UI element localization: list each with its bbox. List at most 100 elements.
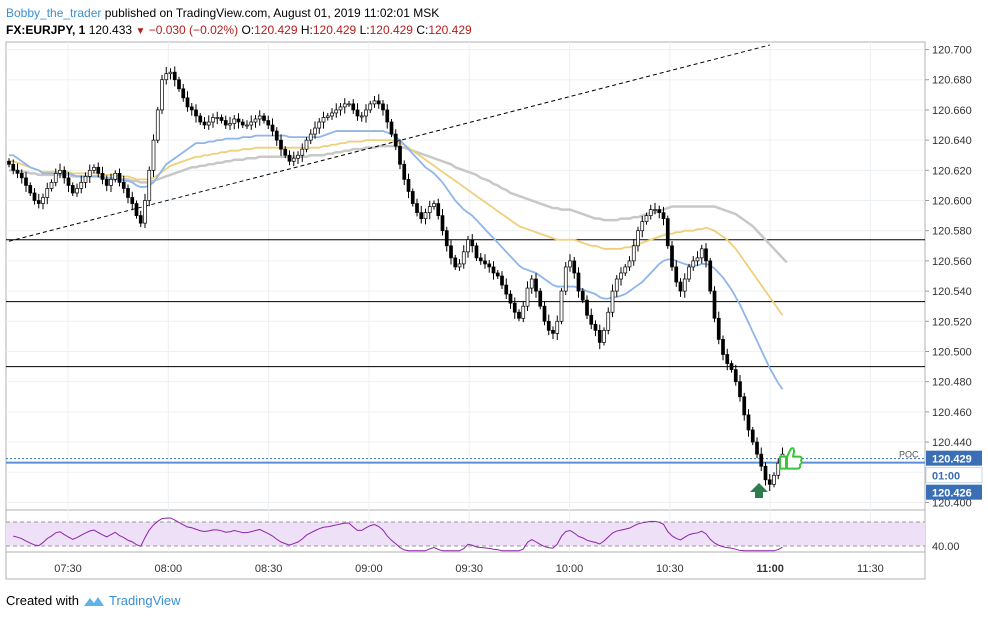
candle-body bbox=[359, 115, 364, 118]
candle-body bbox=[767, 479, 772, 485]
candle-body bbox=[665, 218, 670, 247]
candle-body bbox=[223, 120, 228, 126]
candle-body bbox=[453, 257, 458, 268]
candle-body bbox=[576, 272, 581, 292]
candle-body bbox=[491, 266, 496, 274]
trendline[interactable] bbox=[8, 44, 770, 242]
candle-body bbox=[759, 453, 764, 467]
x-tick-label: 08:00 bbox=[155, 563, 183, 575]
candle-body bbox=[266, 120, 271, 126]
low-price-text: 120.426 bbox=[932, 488, 972, 500]
candle-body bbox=[147, 169, 152, 201]
candle-body bbox=[172, 71, 177, 81]
candle-body bbox=[729, 363, 734, 370]
candle-body bbox=[240, 121, 245, 126]
x-tick-label: 09:30 bbox=[455, 563, 483, 575]
high-label: H: bbox=[300, 23, 313, 37]
y-tick-label: 120.600 bbox=[932, 196, 972, 208]
y-tick-label: 120.460 bbox=[932, 407, 972, 419]
candle-body bbox=[7, 160, 11, 165]
candle-body bbox=[194, 109, 198, 117]
candle-body bbox=[113, 172, 118, 180]
up-arrow-icon bbox=[750, 483, 768, 498]
candle-body bbox=[393, 133, 398, 147]
open-label: O: bbox=[241, 23, 255, 37]
tradingview-brand[interactable]: TradingView bbox=[108, 593, 181, 608]
candle-body bbox=[189, 106, 194, 111]
candle-body bbox=[572, 260, 577, 274]
price-change: −0.030 (−0.02%) bbox=[148, 23, 239, 37]
candle-body bbox=[364, 109, 368, 117]
candle-body bbox=[742, 396, 747, 416]
candle-body bbox=[419, 212, 424, 219]
horizontal-levels[interactable]: POC bbox=[6, 239, 925, 464]
candle-body bbox=[772, 474, 776, 485]
price-chart[interactable]: POC 120.700120.680120.660120.640120.6201… bbox=[0, 0, 988, 580]
candle-body bbox=[49, 182, 54, 189]
candle-body bbox=[750, 429, 755, 443]
candle-body bbox=[563, 266, 568, 292]
ema-gray-line bbox=[9, 144, 788, 264]
candle-body bbox=[177, 79, 181, 90]
candle-body bbox=[461, 251, 466, 265]
candle-body bbox=[708, 260, 713, 292]
candle-body bbox=[682, 278, 687, 292]
candle-body bbox=[402, 163, 407, 180]
time-axis[interactable]: 07:30 08:00 08:30 09:00 09:30 10:00 10:30 11:00… bbox=[54, 563, 884, 575]
candle-body bbox=[508, 293, 513, 304]
last-price: 120.433 bbox=[88, 23, 133, 37]
candle-body bbox=[270, 124, 275, 132]
price-labels: 120.429 01:00 120.426 bbox=[925, 450, 983, 500]
x-tick-label: 07:30 bbox=[54, 563, 82, 575]
low-value: 120.429 bbox=[369, 23, 413, 37]
candle-body bbox=[644, 215, 649, 223]
candle-body bbox=[521, 305, 526, 319]
candle-body bbox=[457, 263, 462, 268]
candle-body bbox=[96, 166, 101, 174]
candle-body bbox=[155, 109, 160, 141]
candle-body bbox=[15, 169, 20, 174]
candle-body bbox=[126, 188, 130, 198]
y-tick-label: 120.440 bbox=[932, 437, 972, 449]
symbol-label: FX:EURJPY, 1 bbox=[6, 23, 86, 37]
candle-body bbox=[117, 172, 122, 183]
candle-body bbox=[160, 79, 164, 111]
candle-body bbox=[738, 381, 742, 398]
candle-body bbox=[427, 206, 432, 213]
author-name[interactable]: Bobby_the_trader bbox=[6, 6, 102, 20]
candle-body bbox=[512, 302, 517, 313]
candle-body bbox=[151, 139, 156, 171]
low-label: L: bbox=[359, 23, 370, 37]
candle-body bbox=[262, 115, 266, 121]
candle-body bbox=[62, 169, 67, 179]
candle-body bbox=[674, 266, 679, 283]
candle-body bbox=[104, 179, 109, 186]
y-tick-label: 120.660 bbox=[932, 105, 972, 117]
price-axis[interactable]: 120.700 120.680 120.660 120.640 120.620 120.6… bbox=[925, 45, 972, 553]
candle-body bbox=[79, 182, 84, 189]
candle-body bbox=[24, 177, 28, 186]
candle-body bbox=[763, 465, 768, 481]
candle-body bbox=[423, 212, 428, 219]
y-tick-label: 120.680 bbox=[932, 75, 972, 87]
candle-body bbox=[691, 260, 696, 268]
candle-body bbox=[164, 73, 169, 81]
candle-body bbox=[551, 329, 555, 334]
published-info: published on TradingView.com, August 01,… bbox=[104, 6, 440, 20]
candle-body bbox=[746, 414, 751, 431]
candle-body bbox=[483, 260, 487, 265]
candle-body bbox=[504, 284, 509, 295]
candle-body bbox=[398, 145, 402, 165]
current-price-text: 120.429 bbox=[932, 454, 972, 466]
close-value: 120.429 bbox=[428, 23, 472, 37]
candle-body bbox=[470, 239, 475, 247]
trendline-dashed bbox=[8, 44, 770, 242]
candle-body bbox=[610, 290, 615, 313]
candle-body bbox=[317, 121, 322, 129]
candle-body bbox=[478, 257, 483, 262]
candle-body bbox=[636, 230, 640, 247]
candle-body bbox=[92, 166, 96, 171]
candle-body bbox=[245, 124, 249, 127]
candle-body bbox=[657, 209, 662, 213]
candle-body bbox=[381, 103, 385, 111]
